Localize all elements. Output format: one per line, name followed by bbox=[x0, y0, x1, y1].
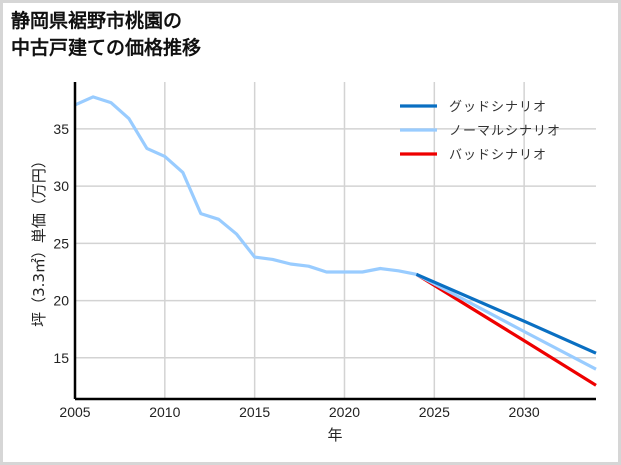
legend-label: ノーマルシナリオ bbox=[449, 124, 561, 139]
historical-price-line bbox=[74, 95, 417, 276]
y-tick-label: 25 bbox=[53, 235, 69, 251]
y-tick-labels: 15 20 25 30 35 bbox=[53, 121, 69, 366]
x-tick-label: 2015 bbox=[239, 404, 270, 420]
x-tick-label: 2010 bbox=[149, 404, 180, 420]
x-tick-labels: 2005 2010 2015 2020 2025 2030 bbox=[59, 404, 539, 420]
legend-label: グッドシナリオ bbox=[449, 100, 547, 115]
grid-lines bbox=[74, 82, 596, 399]
x-tick-label: 2020 bbox=[329, 404, 360, 420]
y-axis-label: 坪（3.3㎡）単価（万円） bbox=[30, 153, 48, 327]
scenario-line bbox=[415, 272, 597, 387]
x-axis-label: 年 bbox=[327, 426, 342, 444]
y-tick-label: 20 bbox=[53, 293, 69, 309]
axes bbox=[73, 82, 596, 401]
chart-title-line-2: 中古戸建ての価格推移 bbox=[11, 37, 202, 59]
x-tick-label: 2025 bbox=[419, 404, 450, 420]
y-tick-label: 35 bbox=[53, 121, 69, 137]
data-lines bbox=[74, 95, 597, 387]
chart-title-line-1: 静岡県裾野市桃園の bbox=[11, 10, 183, 32]
scenario-line bbox=[415, 272, 597, 355]
x-tick-label: 2030 bbox=[509, 404, 540, 420]
y-tick-label: 30 bbox=[53, 178, 69, 194]
y-tick-label: 15 bbox=[53, 350, 69, 366]
x-tick-label: 2005 bbox=[59, 404, 90, 420]
chart-title: 静岡県裾野市桃園の 中古戸建ての価格推移 bbox=[11, 8, 201, 62]
scenario-line bbox=[415, 272, 597, 371]
legend-label: バッドシナリオ bbox=[449, 148, 547, 163]
